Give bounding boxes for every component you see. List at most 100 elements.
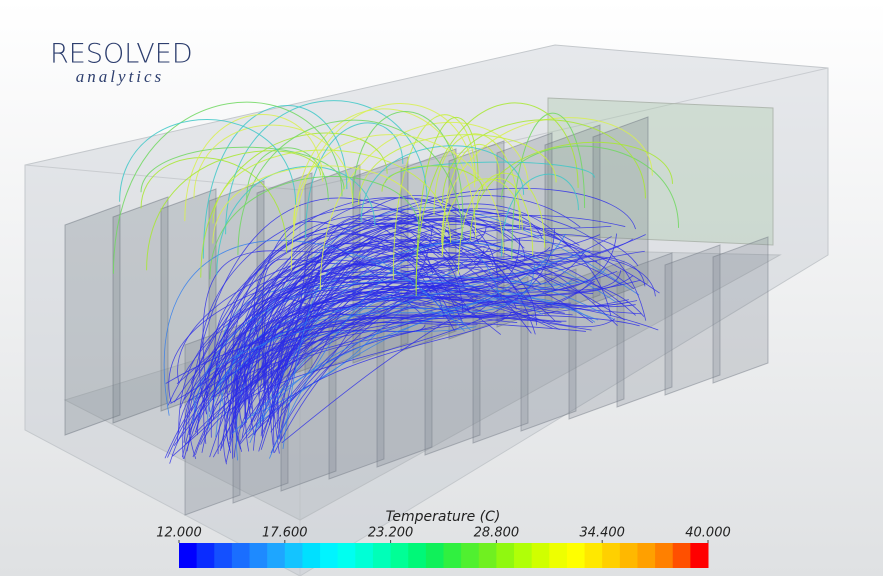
streamline xyxy=(246,147,329,201)
rack xyxy=(160,188,217,412)
colorbar: 12.000 17.600 23.200 28.800 34.400 40.000 xyxy=(156,526,731,568)
streamline xyxy=(415,116,479,296)
streamline xyxy=(319,122,530,291)
rack xyxy=(664,244,721,396)
streamline xyxy=(293,134,504,254)
rack xyxy=(616,252,673,408)
streamline xyxy=(249,241,617,444)
streamline xyxy=(209,291,572,458)
streamline xyxy=(264,281,478,390)
streamline xyxy=(140,157,288,253)
colorbar-segment xyxy=(390,543,409,568)
streamline xyxy=(176,231,465,385)
colorbar-segment xyxy=(655,543,674,568)
streamline xyxy=(195,299,629,456)
tick-label: 28.800 xyxy=(474,526,520,541)
streamline xyxy=(270,272,645,433)
streamline xyxy=(392,114,476,280)
colorbar-segment xyxy=(284,543,303,568)
streamline xyxy=(146,150,322,271)
streamline xyxy=(281,250,645,444)
colorbar-segment xyxy=(514,543,533,568)
streamline xyxy=(271,237,521,408)
room xyxy=(24,44,829,577)
streamline xyxy=(231,233,566,435)
streamline xyxy=(207,292,543,430)
streamline xyxy=(415,102,579,291)
streamline xyxy=(188,316,562,459)
streamline xyxy=(269,247,503,418)
colorbar-segment xyxy=(231,543,251,568)
streamline xyxy=(200,228,555,445)
streamline xyxy=(140,146,345,193)
streamline xyxy=(262,275,634,389)
streamline xyxy=(352,111,464,221)
colorbar-segment xyxy=(337,543,356,568)
colorbar-segment xyxy=(302,543,321,568)
streamline xyxy=(253,311,513,435)
tick-label: 40.000 xyxy=(685,526,731,541)
tick-label: 23.200 xyxy=(368,526,414,541)
streamline xyxy=(163,239,471,416)
streamline xyxy=(281,303,489,439)
tick-label: 12.000 xyxy=(156,526,202,541)
streamline xyxy=(260,238,634,426)
streamline xyxy=(305,122,404,238)
streamline xyxy=(433,133,521,229)
streamline xyxy=(281,262,440,411)
colorbar-segment xyxy=(179,543,198,568)
colorbar-segment xyxy=(584,543,603,568)
streamline xyxy=(381,165,484,192)
room-shell xyxy=(24,44,829,577)
tick-label: 17.600 xyxy=(262,526,308,541)
streamline xyxy=(193,124,354,204)
streamline xyxy=(277,239,591,414)
streamline xyxy=(119,119,297,205)
colorbar-segment xyxy=(566,543,586,568)
streamline xyxy=(277,194,479,386)
rack xyxy=(712,236,769,384)
colorbar-segment xyxy=(320,543,339,568)
streamline xyxy=(208,280,573,417)
colorbar-segment xyxy=(672,543,691,568)
rack xyxy=(64,204,121,436)
streamline xyxy=(172,250,622,457)
streamline xyxy=(469,141,673,241)
streamline xyxy=(112,101,343,274)
colorbar-segment xyxy=(478,543,497,568)
colorbar-title: Temperature (C) xyxy=(386,509,501,525)
streamline xyxy=(282,255,465,449)
streamline xyxy=(203,238,537,444)
colorbar-segment xyxy=(461,543,480,568)
colorbar-segment xyxy=(619,543,638,568)
tick-label: 34.400 xyxy=(579,526,625,541)
streamlines xyxy=(112,100,680,465)
colorbar-segment xyxy=(549,543,568,568)
colorbar-segment xyxy=(425,543,444,568)
colorbar-segment xyxy=(496,543,515,568)
streamline xyxy=(237,119,463,255)
rack xyxy=(112,196,169,424)
colorbar-segment xyxy=(531,543,550,568)
colorbar-segment xyxy=(249,543,268,568)
streamline xyxy=(176,271,618,442)
streamline xyxy=(442,178,523,255)
colorbar-segment xyxy=(214,543,233,568)
streamline xyxy=(358,134,557,205)
logo-name: RESOLVED xyxy=(50,39,193,70)
streamline xyxy=(212,165,422,244)
streamline xyxy=(442,119,646,203)
streamline xyxy=(229,314,443,441)
streamline xyxy=(257,276,614,428)
streamline xyxy=(225,100,428,235)
streamline xyxy=(244,222,541,419)
streamline xyxy=(500,173,579,257)
streamline xyxy=(293,108,477,239)
colorbar-segment xyxy=(267,543,286,568)
streamline xyxy=(183,197,497,443)
streamline xyxy=(205,222,461,415)
rack xyxy=(568,260,625,420)
colorbar-segment xyxy=(355,543,374,568)
streamline xyxy=(209,175,420,280)
colorbar-segment xyxy=(372,543,392,568)
